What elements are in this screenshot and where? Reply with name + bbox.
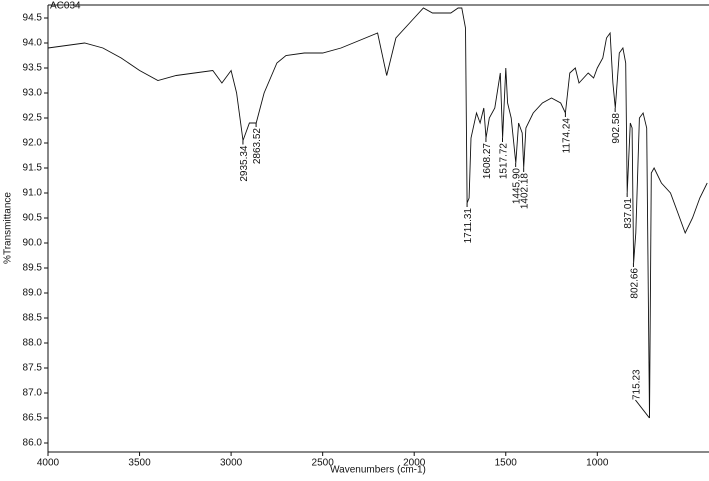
y-tick-label: 92.0 xyxy=(23,138,43,149)
peak-label: 715.23 xyxy=(631,369,642,400)
peak-label: 1608.27 xyxy=(482,143,493,180)
y-tick-label: 89.0 xyxy=(23,288,43,299)
peak-label: 837.01 xyxy=(623,198,634,229)
x-tick-label: 1500 xyxy=(495,458,518,469)
y-tick-label: 93.0 xyxy=(23,88,43,99)
x-tick-label: 3500 xyxy=(128,458,151,469)
y-tick-label: 91.5 xyxy=(23,163,43,174)
peak-label: 1174.24 xyxy=(561,118,572,154)
chart-title: AC034 xyxy=(50,1,81,12)
peak-label: 2935.34 xyxy=(239,145,250,182)
x-axis-label: Wavenumbers (cm-1) xyxy=(330,465,426,476)
y-tick-label: 94.5 xyxy=(23,13,43,24)
x-tick-label: 4000 xyxy=(37,458,60,469)
y-tick-label: 93.5 xyxy=(23,63,43,74)
x-tick-label: 1000 xyxy=(586,458,609,469)
y-tick-label: 86.5 xyxy=(23,413,43,424)
y-tick-label: 94.0 xyxy=(23,38,43,49)
peak-label: 1402.18 xyxy=(520,173,531,210)
peak-leader xyxy=(635,399,650,419)
peak-label: 902.58 xyxy=(611,113,622,144)
y-tick-label: 86.0 xyxy=(23,438,43,449)
x-tick-label: 2000 xyxy=(403,458,426,469)
peak-label: 2863.52 xyxy=(252,128,263,165)
y-tick-label: 91.0 xyxy=(23,188,43,199)
y-tick-label: 89.5 xyxy=(23,263,43,274)
y-tick-label: 92.5 xyxy=(23,113,43,124)
y-axis-label: %Transmittance xyxy=(3,192,14,264)
y-tick-label: 87.5 xyxy=(23,363,43,374)
y-tick-label: 88.5 xyxy=(23,313,43,324)
y-tick-label: 87.0 xyxy=(23,388,43,399)
x-tick-label: 2500 xyxy=(312,458,335,469)
peak-label: 1445.90 xyxy=(512,168,523,205)
x-tick-label: 3000 xyxy=(220,458,243,469)
peak-label: 1711.31 xyxy=(463,208,474,244)
y-tick-label: 90.5 xyxy=(23,213,43,224)
y-tick-label: 90.0 xyxy=(23,238,43,249)
y-tick-label: 88.0 xyxy=(23,338,43,349)
peak-label: 802.66 xyxy=(629,268,640,299)
peak-label: 1517.72 xyxy=(499,143,510,180)
spectrum-line xyxy=(47,7,708,419)
